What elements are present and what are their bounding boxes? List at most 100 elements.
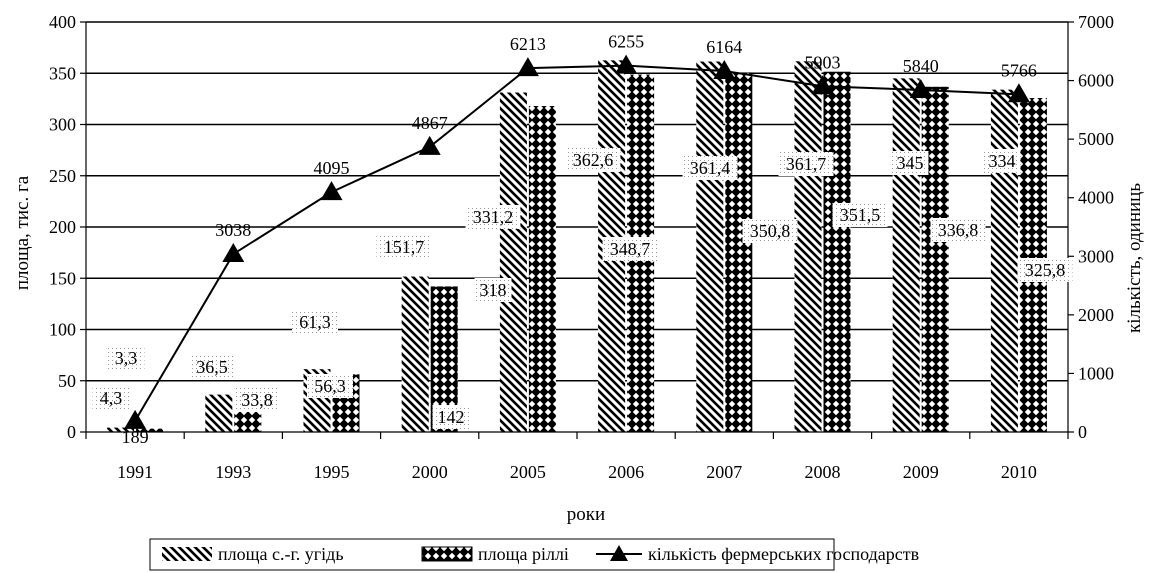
- gridlines: [86, 21, 1068, 382]
- line-farms: [134, 64, 1019, 422]
- label-arable-2008: 351,5: [840, 205, 881, 225]
- y-tick-label-200: 200: [49, 217, 76, 237]
- y2-tick-label-7000: 7000: [1078, 12, 1114, 32]
- bar-arable-2007: [725, 72, 753, 433]
- label-farmland-1991: 4,3: [100, 388, 123, 408]
- bar-farmland-2010: [990, 89, 1018, 433]
- label-arable-2010: 325,8: [1025, 260, 1066, 280]
- bar-arable-2009: [921, 86, 949, 432]
- label-farmland-2000: 151,7: [384, 237, 425, 257]
- label-arable-2009-bg: [930, 218, 986, 242]
- label-arable-1993: 33,8: [241, 390, 273, 410]
- marker-farms-1993: [222, 243, 245, 263]
- y2-tick-label-5000: 5000: [1078, 129, 1114, 149]
- label-farms-1993: 3038: [215, 220, 251, 240]
- y2-axis-title: кількість, одиниць: [1124, 183, 1145, 333]
- y-tick-label-150: 150: [49, 268, 76, 288]
- y-tick-label-300: 300: [49, 115, 76, 135]
- label-arable-2000: 142: [438, 407, 465, 427]
- label-farmland-2007-bg: [682, 156, 738, 180]
- label-farmland-1995: 61,3: [299, 312, 331, 332]
- label-farmland-2007: 361,4: [690, 158, 731, 178]
- bar-farmland-2005: [499, 92, 527, 433]
- y-tick-label-400: 400: [49, 12, 76, 32]
- label-arable-2010-bg: [1017, 258, 1073, 282]
- label-arable-2007: 350,8: [750, 221, 791, 241]
- label-farms-2007: 6164: [706, 37, 742, 57]
- marker-farms-2008: [811, 75, 834, 95]
- label-arable-2006: 348,7: [610, 239, 651, 259]
- label-farmland-1991-bg: [92, 386, 130, 410]
- label-farmland-2008-bg: [778, 152, 834, 176]
- legend-label-farms: кількість фермерських господарств: [648, 544, 919, 564]
- bar-farmland-2008: [794, 61, 822, 432]
- legend: площа с.-г. угідь площа ріллі кількість …: [149, 538, 919, 571]
- x-tick-label-2010: 2010: [1001, 462, 1037, 482]
- label-farms-2005: 6213: [510, 34, 546, 54]
- bars: [107, 60, 1047, 433]
- label-arable-2009: 336,8: [938, 220, 979, 240]
- bar-arable-2008: [823, 71, 851, 433]
- legend-box: [149, 538, 835, 571]
- label-farmland-2008: 361,7: [786, 154, 827, 174]
- legend-label-arable: площа ріллі: [478, 544, 569, 564]
- marker-farms-2005: [516, 57, 539, 77]
- bar-farmland-2000: [401, 276, 429, 432]
- legend-label-farmland: площа с.-г. угідь: [218, 544, 344, 564]
- label-farmland-1993: 36,5: [196, 357, 228, 377]
- label-farms-1991: 189: [122, 427, 149, 447]
- x-axis-title: роки: [567, 504, 605, 525]
- y2-tick-label-4000: 4000: [1078, 188, 1114, 208]
- x-tick-label-2009: 2009: [903, 462, 939, 482]
- x-tick-label-2006: 2006: [608, 462, 644, 482]
- marker-farms-2006: [615, 54, 638, 74]
- label-farms-2008: 5903: [805, 52, 841, 72]
- label-farmland-2006-bg: [565, 148, 621, 172]
- bar-arable-1991: [136, 428, 164, 432]
- label-farmland-2009-bg: [891, 151, 929, 175]
- axes: 0501001502002503003504000100020003000400…: [49, 12, 1114, 482]
- label-arable-1993-bg: [234, 388, 280, 412]
- y-tick-label-0: 0: [67, 422, 76, 442]
- y2-tick-label-6000: 6000: [1078, 71, 1114, 91]
- y-tick-label-100: 100: [49, 320, 76, 340]
- label-arable-2005-bg: [474, 278, 512, 302]
- bar-arable-2005: [528, 106, 556, 433]
- label-arable-1995: 56,3: [314, 376, 346, 396]
- x-tick-label-1993: 1993: [215, 462, 251, 482]
- x-tick-label-2007: 2007: [706, 462, 742, 482]
- x-tick-label-1995: 1995: [314, 462, 350, 482]
- farm-count-line: [124, 54, 1030, 429]
- y2-tick-label-0: 0: [1078, 422, 1087, 442]
- bar-farmland-2007: [696, 61, 724, 432]
- x-tick-label-2008: 2008: [805, 462, 841, 482]
- label-farmland-1993-bg: [189, 355, 235, 379]
- y-tick-label-250: 250: [49, 166, 76, 186]
- label-farms-2006: 6255: [608, 32, 644, 52]
- data-labels: 4,3 36,5 61,3 151,7 331,2 362,6 361,4 361,7 345 3…: [92, 32, 1073, 447]
- marker-farms-2007: [713, 59, 736, 79]
- marker-farms-2010: [1007, 83, 1030, 103]
- label-arable-1991: 3,3: [115, 348, 138, 368]
- marker-farms-2000: [418, 135, 441, 155]
- x-tick-label-1991: 1991: [117, 462, 153, 482]
- marker-farms-1991: [124, 409, 147, 429]
- y2-tick-label-1000: 1000: [1078, 363, 1114, 383]
- bar-farmland-1991: [107, 427, 135, 432]
- x-tick-label-2005: 2005: [510, 462, 546, 482]
- x-tick-label-2000: 2000: [412, 462, 448, 482]
- legend-swatch-arable: [421, 546, 473, 562]
- y2-tick-label-3000: 3000: [1078, 246, 1114, 266]
- label-arable-1995-bg: [307, 374, 353, 398]
- label-arable-2007-bg: [742, 219, 798, 243]
- label-farmland-2005: 331,2: [473, 207, 514, 227]
- y-tick-label-50: 50: [58, 371, 76, 391]
- label-farmland-2000-bg: [376, 235, 432, 259]
- label-arable-2008-bg: [832, 203, 888, 227]
- label-arable-1991-bg: [107, 346, 145, 370]
- label-farmland-2005-bg: [465, 205, 521, 229]
- marker-farms-1995: [320, 181, 343, 201]
- label-farms-2000: 4867: [412, 113, 448, 133]
- y-tick-label-350: 350: [49, 63, 76, 83]
- label-farmland-1995-bg: [292, 310, 338, 334]
